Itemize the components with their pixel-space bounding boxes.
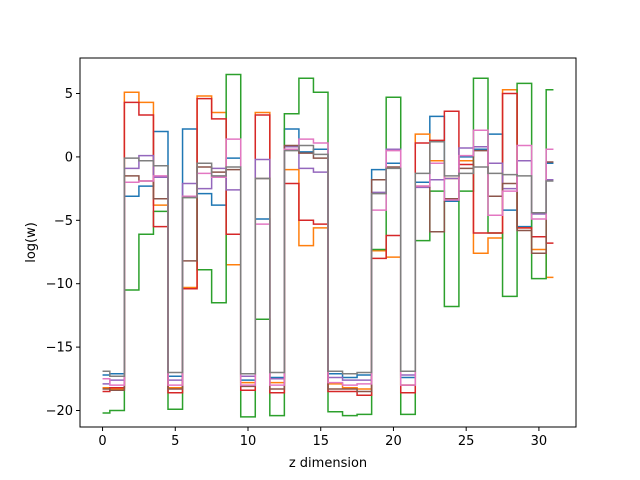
x-tick-label: 25 (458, 434, 475, 449)
y-tick-label: −10 (46, 277, 73, 292)
series-line-4 (102, 92, 554, 397)
x-tick-label: 10 (240, 434, 257, 449)
y-tick-label: −5 (54, 214, 73, 229)
plot-frame (79, 57, 577, 428)
y-tick-label: 0 (65, 150, 73, 165)
x-axis-label: z dimension (289, 456, 367, 471)
x-tick-label: 0 (98, 434, 106, 449)
x-tick-label: 5 (171, 434, 179, 449)
y-tick-label: 5 (65, 87, 73, 102)
series-line-8 (102, 140, 554, 378)
x-tick-label: 20 (385, 434, 402, 449)
y-axis-label: log(w) (24, 222, 39, 263)
y-ticks: −20 −15 −10 −5 0 5 (46, 87, 80, 419)
x-ticks: 0 5 10 15 20 25 30 (98, 427, 547, 449)
y-tick-label: −20 (46, 404, 73, 419)
series-layer (102, 73, 554, 418)
y-tick-label: −15 (46, 341, 73, 356)
x-tick-label: 15 (312, 434, 329, 449)
x-tick-label: 30 (531, 434, 548, 449)
